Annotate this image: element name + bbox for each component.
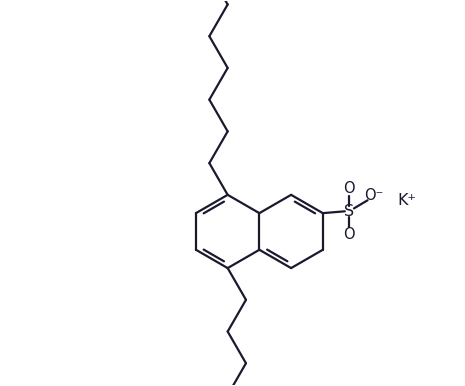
Text: O: O: [343, 181, 355, 196]
Text: S: S: [344, 204, 354, 219]
Text: O⁻: O⁻: [364, 188, 383, 203]
Text: O: O: [343, 227, 355, 242]
Text: K⁺: K⁺: [397, 193, 416, 208]
